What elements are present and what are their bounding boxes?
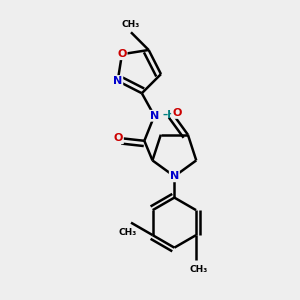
Text: –H: –H — [163, 110, 176, 120]
Text: N: N — [113, 76, 122, 86]
Text: CH₃: CH₃ — [119, 228, 137, 237]
Text: N: N — [170, 171, 179, 181]
Text: O: O — [114, 133, 123, 143]
Text: O: O — [117, 49, 127, 59]
Text: N: N — [150, 111, 159, 121]
Text: O: O — [172, 108, 182, 118]
Text: CH₃: CH₃ — [190, 266, 208, 274]
Text: CH₃: CH₃ — [122, 20, 140, 29]
